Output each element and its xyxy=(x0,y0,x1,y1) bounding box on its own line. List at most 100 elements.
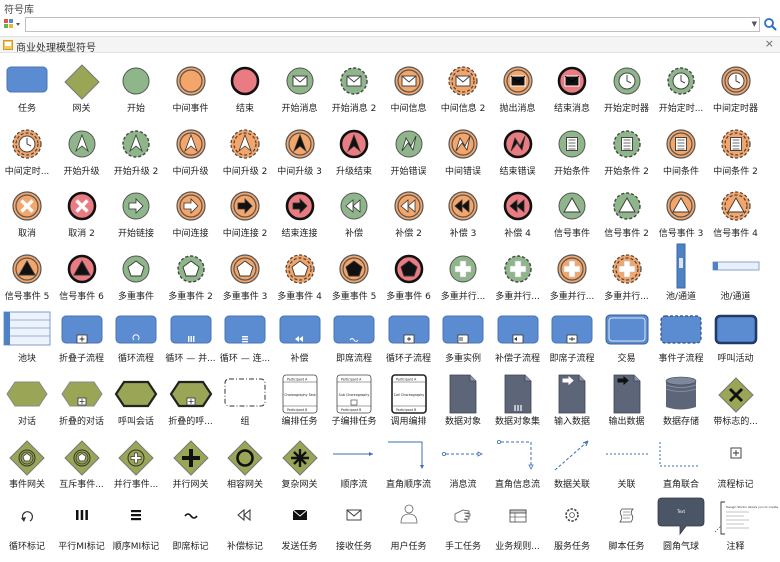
shape-tile[interactable]: 中间升级 3 xyxy=(273,119,327,181)
shape-tile[interactable]: 即席流程 xyxy=(327,306,381,368)
shape-tile[interactable]: 脚本任务 xyxy=(600,494,654,556)
shape-tile[interactable]: Participant A Call Choreography Participan… xyxy=(382,369,436,431)
shape-tile[interactable]: 循环流程 xyxy=(109,306,163,368)
shape-tile[interactable]: 中间事件 xyxy=(164,56,218,118)
shape-tile[interactable]: 直角顺序流 xyxy=(382,432,436,494)
shape-tile[interactable]: 直角联合 xyxy=(654,432,708,494)
shape-tile[interactable]: 开始定时器 xyxy=(600,56,654,118)
shape-tile[interactable]: 循环 — 并... xyxy=(164,306,218,368)
shape-tile[interactable]: 顺序MI标记 xyxy=(109,494,163,556)
shape-tile[interactable]: 多重事件 xyxy=(109,244,163,306)
shape-tile[interactable]: Design Studio allows you to create 注释 xyxy=(709,494,778,556)
shape-tile[interactable]: 中间信息 xyxy=(382,56,436,118)
shape-tile[interactable]: 顺序流 xyxy=(327,432,381,494)
shape-tile[interactable]: 补偿子流程 xyxy=(491,306,545,368)
shape-tile[interactable]: 事件子流程 xyxy=(654,306,708,368)
shape-tile[interactable]: 并行网关 xyxy=(164,432,218,494)
shape-tile[interactable]: 池/通道 xyxy=(654,243,708,306)
shape-tile[interactable]: 业务规则... xyxy=(491,494,545,556)
shape-tile[interactable]: 池块 xyxy=(0,306,54,368)
shape-tile[interactable]: 补偿 3 xyxy=(436,181,490,243)
shape-tile[interactable]: 结束 xyxy=(218,56,272,118)
shape-tile[interactable]: 中间连接 xyxy=(164,181,218,243)
shape-tile[interactable]: 开始错误 xyxy=(382,119,436,181)
shape-tile[interactable]: 补偿标记 xyxy=(218,494,272,556)
shape-tile[interactable]: 多重并行... xyxy=(545,244,599,306)
shape-tile[interactable]: 开始条件 xyxy=(545,119,599,181)
shape-tile[interactable]: 多重并行... xyxy=(600,244,654,306)
shape-tile[interactable]: Text 圆角气球 xyxy=(654,494,708,556)
shape-tile[interactable]: 开始升级 xyxy=(55,119,109,181)
shape-tile[interactable]: 对话 xyxy=(0,369,54,431)
library-header[interactable]: 商业处理模型符号 × xyxy=(0,36,780,54)
shape-tile[interactable]: 呼叫活动 xyxy=(709,306,763,368)
shape-tile[interactable]: 开始链接 xyxy=(109,181,163,243)
shape-tile[interactable]: 开始 xyxy=(109,56,163,118)
shape-tile[interactable]: 任务 xyxy=(0,56,54,118)
shape-tile[interactable]: 开始消息 2 xyxy=(327,56,381,118)
shape-tile[interactable]: 多重并行... xyxy=(436,244,490,306)
shape-tile[interactable]: 信号事件 3 xyxy=(654,181,708,243)
shape-tile[interactable]: 即席子流程 xyxy=(545,306,599,368)
shape-tile[interactable]: 补偿 xyxy=(273,306,327,368)
shape-tile[interactable]: 中间连接 2 xyxy=(218,181,272,243)
shape-tile[interactable]: 升级结束 xyxy=(327,119,381,181)
shape-tile[interactable]: 中间条件 xyxy=(654,119,708,181)
shape-tile[interactable]: 多重事件 3 xyxy=(218,244,272,306)
shape-tile[interactable]: 抛出消息 xyxy=(491,56,545,118)
shape-tile[interactable]: Participant A Choreography Task Participan… xyxy=(273,369,327,431)
shape-tile[interactable]: 池/通道 xyxy=(709,244,763,306)
shape-tile[interactable]: 中间错误 xyxy=(436,119,490,181)
search-input[interactable] xyxy=(26,18,726,31)
shape-tile[interactable]: 中间升级 2 xyxy=(218,119,272,181)
shape-tile[interactable]: 信号事件 4 xyxy=(709,181,763,243)
shape-tile[interactable]: 直角信息流 xyxy=(491,432,545,494)
shape-tile[interactable]: 取消 2 xyxy=(55,181,109,243)
shape-tile[interactable]: 折叠的对话 xyxy=(55,369,109,431)
shape-tile[interactable]: 流程标记 xyxy=(709,432,763,494)
shape-tile[interactable]: 折叠子流程 xyxy=(55,306,109,368)
shape-tile[interactable]: 数据存储 xyxy=(654,369,708,431)
shape-tile[interactable]: 输入数据 xyxy=(545,369,599,431)
shape-tile[interactable]: 开始定时... xyxy=(654,56,708,118)
library-grid-button[interactable] xyxy=(3,17,23,32)
shape-tile[interactable]: 组 xyxy=(218,369,272,431)
shape-tile[interactable]: 补偿 xyxy=(327,181,381,243)
chevron-down-icon[interactable]: ▼ xyxy=(751,20,757,28)
shape-tile[interactable]: 信号事件 2 xyxy=(600,181,654,243)
shape-tile[interactable]: 循环 — 连... xyxy=(218,306,272,368)
shape-tile[interactable]: Participant A Sub Choreography Participant… xyxy=(327,369,381,431)
shape-tile[interactable]: 中间定时... xyxy=(0,119,54,181)
shape-tile[interactable]: 补偿 4 xyxy=(491,181,545,243)
search-combobox[interactable]: ▼ xyxy=(25,17,760,32)
shape-tile[interactable]: 多重事件 5 xyxy=(327,244,381,306)
search-button[interactable] xyxy=(763,17,778,32)
shape-tile[interactable]: 交易 xyxy=(600,306,654,368)
shape-tile[interactable]: 复杂网关 xyxy=(273,432,327,494)
shape-tile[interactable]: 发送任务 xyxy=(273,494,327,556)
shape-tile[interactable]: 数据对象集 xyxy=(491,369,545,431)
shape-tile[interactable]: 多重事件 4 xyxy=(273,244,327,306)
shape-tile[interactable]: 多重并行... xyxy=(491,244,545,306)
shape-tile[interactable]: 事件网关 xyxy=(0,432,54,494)
shape-tile[interactable]: 互斥事件... xyxy=(55,432,109,494)
shape-tile[interactable]: 输出数据 xyxy=(600,369,654,431)
shape-tile[interactable]: 中间条件 2 xyxy=(709,119,763,181)
shape-tile[interactable]: 开始升级 2 xyxy=(109,119,163,181)
shape-tile[interactable]: 信号事件 5 xyxy=(0,244,54,306)
shape-tile[interactable]: 带标志的... xyxy=(709,369,763,431)
shape-tile[interactable]: 手工任务 xyxy=(436,494,490,556)
shape-tile[interactable]: 结束错误 xyxy=(491,119,545,181)
shape-tile[interactable]: 即席标记 xyxy=(164,494,218,556)
shape-tile[interactable]: 折叠的呼... xyxy=(164,369,218,431)
shape-tile[interactable]: 用户任务 xyxy=(382,494,436,556)
shape-tile[interactable]: 数据关联 xyxy=(545,432,599,494)
shape-tile[interactable]: 结束连接 xyxy=(273,181,327,243)
shape-tile[interactable]: 服务任务 xyxy=(545,494,599,556)
shape-tile[interactable]: 相容网关 xyxy=(218,432,272,494)
shape-tile[interactable]: 多重事件 6 xyxy=(382,244,436,306)
shape-tile[interactable]: 接收任务 xyxy=(327,494,381,556)
shape-tile[interactable]: 取消 xyxy=(0,181,54,243)
shape-tile[interactable]: 呼叫会话 xyxy=(109,369,163,431)
shape-tile[interactable]: 中间升级 xyxy=(164,119,218,181)
